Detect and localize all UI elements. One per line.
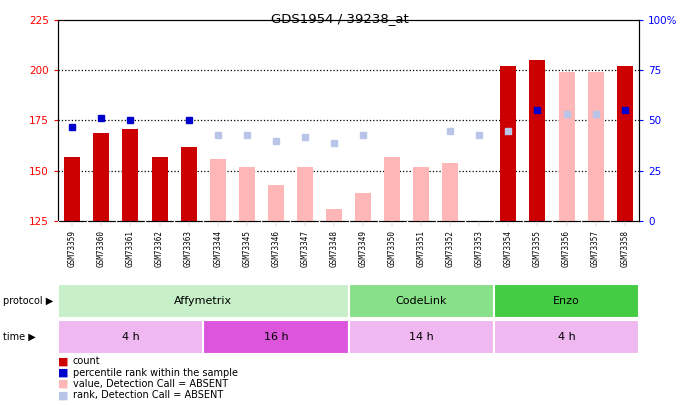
- Bar: [326, 209, 342, 221]
- Bar: [494, 320, 639, 354]
- Text: GSM73353: GSM73353: [475, 230, 483, 267]
- Bar: [152, 157, 167, 221]
- Bar: [93, 132, 109, 221]
- Text: ■: ■: [58, 379, 68, 389]
- Bar: [58, 284, 348, 318]
- Bar: [442, 162, 458, 221]
- Text: GSM73354: GSM73354: [504, 230, 513, 267]
- Text: GSM73346: GSM73346: [271, 230, 280, 267]
- Text: ■: ■: [58, 368, 68, 377]
- Text: GSM73361: GSM73361: [126, 230, 135, 267]
- Bar: [588, 72, 604, 221]
- Text: GDS1954 / 39238_at: GDS1954 / 39238_at: [271, 12, 409, 25]
- Text: value, Detection Call = ABSENT: value, Detection Call = ABSENT: [73, 379, 228, 389]
- Bar: [413, 166, 429, 221]
- Text: Enzo: Enzo: [553, 296, 580, 306]
- Text: GSM73351: GSM73351: [417, 230, 426, 267]
- Text: protocol ▶: protocol ▶: [3, 296, 54, 306]
- Bar: [181, 147, 197, 221]
- Text: 16 h: 16 h: [264, 332, 288, 342]
- Text: GSM73344: GSM73344: [214, 230, 222, 267]
- Text: rank, Detection Call = ABSENT: rank, Detection Call = ABSENT: [73, 390, 223, 400]
- Bar: [239, 166, 255, 221]
- Text: GSM73356: GSM73356: [562, 230, 571, 267]
- Bar: [384, 157, 400, 221]
- Bar: [297, 166, 313, 221]
- Text: time ▶: time ▶: [3, 332, 36, 342]
- Text: ■: ■: [58, 356, 68, 366]
- Text: CodeLink: CodeLink: [396, 296, 447, 306]
- Bar: [500, 66, 516, 221]
- Bar: [122, 128, 139, 221]
- Bar: [558, 72, 575, 221]
- Text: GSM73350: GSM73350: [388, 230, 396, 267]
- Text: 4 h: 4 h: [122, 332, 139, 342]
- Bar: [209, 159, 226, 221]
- Bar: [355, 193, 371, 221]
- Text: GSM73363: GSM73363: [184, 230, 193, 267]
- Bar: [203, 320, 348, 354]
- Text: GSM73349: GSM73349: [358, 230, 367, 267]
- Text: GSM73352: GSM73352: [446, 230, 455, 267]
- Text: GSM73355: GSM73355: [533, 230, 542, 267]
- Text: GSM73362: GSM73362: [155, 230, 164, 267]
- Text: GSM73359: GSM73359: [68, 230, 77, 267]
- Bar: [268, 185, 284, 221]
- Text: GSM73357: GSM73357: [591, 230, 600, 267]
- Bar: [530, 60, 545, 221]
- Text: 4 h: 4 h: [558, 332, 575, 342]
- Text: ■: ■: [58, 390, 68, 400]
- Text: Affymetrix: Affymetrix: [174, 296, 232, 306]
- Text: GSM73347: GSM73347: [301, 230, 309, 267]
- Text: GSM73348: GSM73348: [330, 230, 339, 267]
- Bar: [65, 157, 80, 221]
- Text: count: count: [73, 356, 101, 366]
- Bar: [494, 284, 639, 318]
- Text: GSM73358: GSM73358: [620, 230, 629, 267]
- Bar: [348, 284, 494, 318]
- Text: percentile rank within the sample: percentile rank within the sample: [73, 368, 238, 377]
- Text: GSM73360: GSM73360: [97, 230, 106, 267]
- Text: GSM73345: GSM73345: [242, 230, 251, 267]
- Bar: [348, 320, 494, 354]
- Bar: [617, 66, 632, 221]
- Bar: [58, 320, 203, 354]
- Text: 14 h: 14 h: [409, 332, 434, 342]
